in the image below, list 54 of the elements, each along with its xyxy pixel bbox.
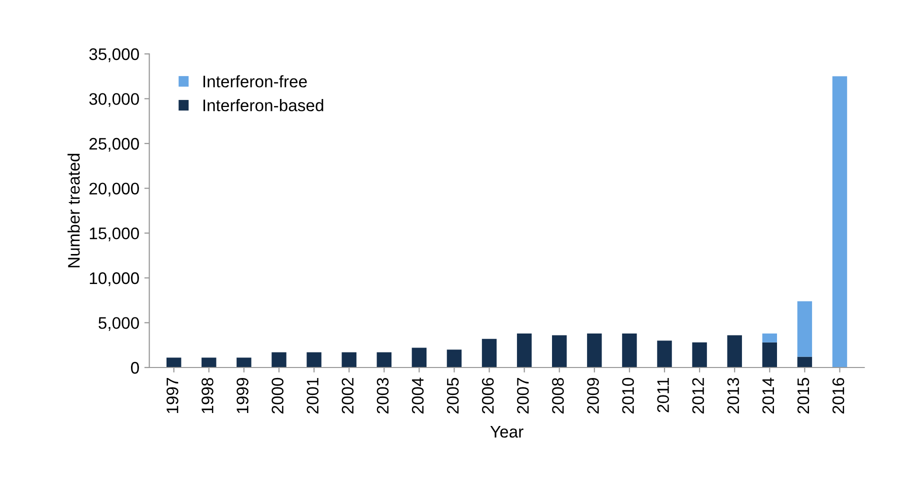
x-tick-label: 1998: [202, 378, 214, 414]
x-tick-label: 2014: [762, 378, 774, 414]
bar: [727, 335, 742, 368]
bar: [657, 340, 672, 368]
x-tick-label: 1997: [166, 378, 178, 414]
bar: [797, 356, 812, 368]
bar: [516, 333, 532, 368]
bar: [762, 342, 778, 368]
x-tick-label: 2010: [622, 378, 634, 414]
bar: [552, 335, 567, 368]
y-tick-label: 35,000: [89, 48, 139, 62]
x-tick-label: 2006: [482, 378, 494, 414]
legend-label: Interferon-free: [203, 75, 307, 88]
bar: [306, 352, 322, 368]
bar: [832, 76, 848, 368]
x-tick-label: 2015: [797, 378, 810, 414]
x-tick-label: 2003: [376, 378, 389, 414]
bar: [692, 342, 707, 368]
bar: [446, 350, 462, 368]
bar: [482, 338, 497, 368]
x-tick-label: 2009: [587, 378, 599, 414]
x-tick-label: 2008: [552, 378, 564, 414]
x-tick-label: 2007: [516, 378, 529, 414]
bar: [762, 333, 778, 342]
y-tick-label: 15,000: [90, 228, 139, 242]
bar: [587, 333, 602, 368]
y-tick-label: 5,000: [98, 317, 139, 331]
y-tick-label: 10,000: [90, 272, 139, 286]
bar: [166, 358, 182, 368]
x-tick-label: 2011: [657, 378, 669, 412]
y-tick-label: 30,000: [89, 93, 139, 107]
y-axis-title: Number treated: [68, 154, 80, 268]
y-tick-label: 0: [130, 362, 139, 374]
bar: [797, 301, 812, 357]
x-tick-label: 2000: [272, 378, 284, 414]
x-tick-label: 2002: [342, 378, 354, 414]
x-tick-label: 2004: [412, 378, 424, 414]
x-tick-label: 1999: [236, 378, 248, 414]
bar: [342, 352, 356, 368]
y-tick-label: 25,000: [89, 138, 139, 152]
x-tick-label: 2013: [727, 378, 740, 414]
bar: [272, 352, 286, 368]
bar: [412, 348, 427, 368]
bar: [376, 352, 392, 368]
x-axis-title: Year: [490, 426, 524, 438]
x-tick-label: 2005: [446, 378, 459, 414]
bar: [202, 358, 216, 368]
bar: [236, 358, 252, 368]
legend-label: Interferon-based: [203, 99, 324, 112]
y-tick-label: 20,000: [89, 182, 139, 196]
x-tick-label: 2001: [306, 378, 319, 414]
x-tick-label: 2012: [692, 378, 704, 414]
x-tick-label: 2016: [832, 378, 844, 414]
bar: [622, 333, 637, 368]
